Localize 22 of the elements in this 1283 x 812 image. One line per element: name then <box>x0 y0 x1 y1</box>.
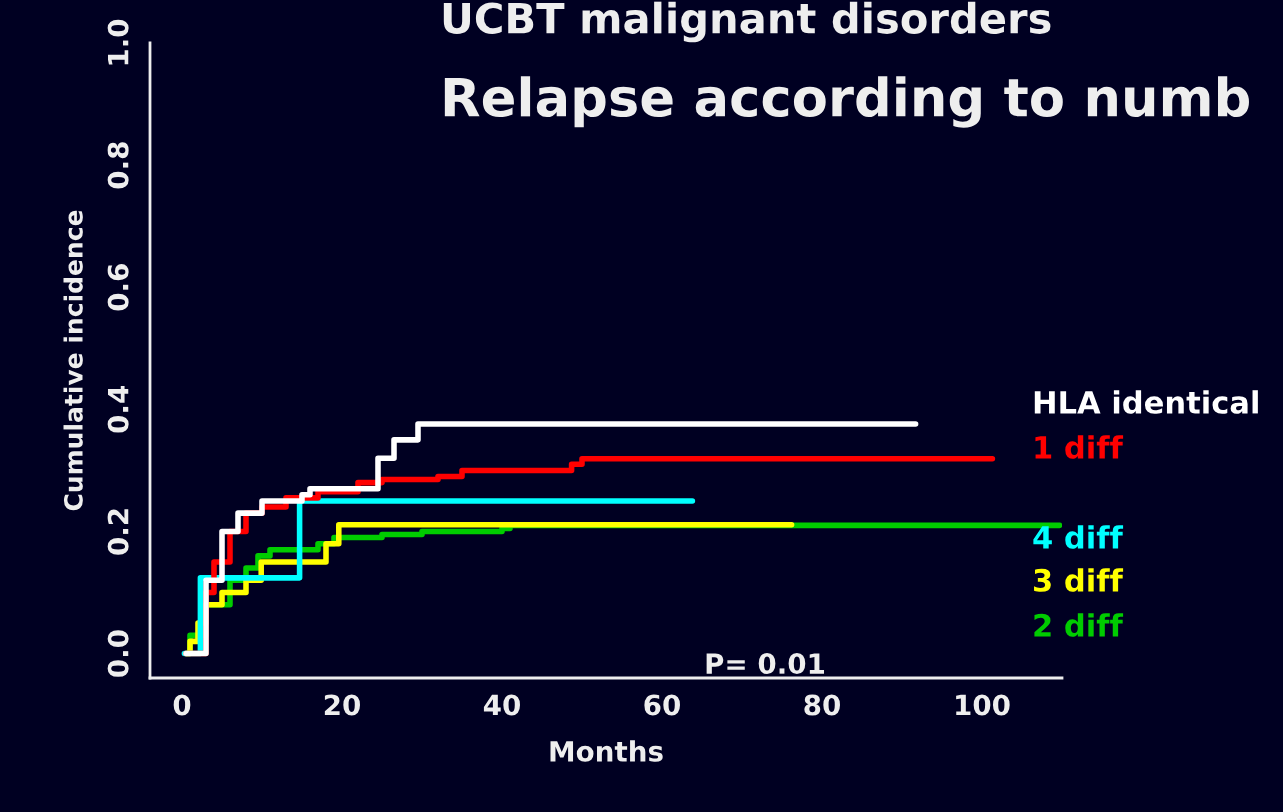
y-tick-label: 0.2 <box>107 509 129 555</box>
x-axis-title: Months <box>550 740 663 762</box>
y-axis-title: Cumulative incidence <box>63 210 83 511</box>
x-tick-label: 60 <box>644 694 680 716</box>
x-tick-label: 100 <box>956 694 1010 716</box>
y-tick-label: 0.8 <box>107 142 129 189</box>
y-tick-label: 0.4 <box>107 386 129 433</box>
x-tick-label: 0 <box>173 694 191 716</box>
text: HLA identical <box>1034 390 1258 414</box>
annotation: P= 0.01 <box>706 653 825 675</box>
text: 4 diff <box>1033 525 1124 549</box>
y-tick-label: 0.6 <box>107 264 129 311</box>
x-tick-label: 20 <box>324 694 360 716</box>
x-tick-label: 40 <box>483 694 520 716</box>
y-tick-label: 1.0 <box>107 19 129 65</box>
chart-title: UCBT malignant disorders <box>443 1 1051 43</box>
text: 3 diff <box>1034 568 1124 592</box>
series-label: 1 diff <box>1035 435 1124 459</box>
x-tick-label: 80 <box>804 694 840 716</box>
text: Relapse according to numb <box>444 76 1249 128</box>
y-tick-label: 0.0 <box>107 630 129 677</box>
text: 2 diff <box>1034 613 1124 637</box>
